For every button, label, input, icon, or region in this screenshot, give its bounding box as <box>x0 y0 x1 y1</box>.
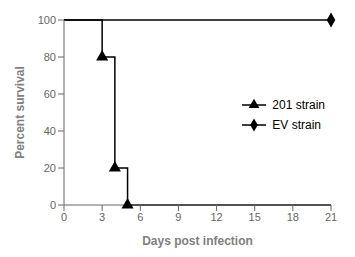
svg-text:60: 60 <box>44 88 56 100</box>
svg-text:15: 15 <box>249 211 261 223</box>
html-text:201 strain: 201 strain <box>272 98 325 112</box>
svg-text:12: 12 <box>210 211 222 223</box>
svg-text:6: 6 <box>137 211 143 223</box>
svg-text:Days post infection: Days post infection <box>142 234 253 248</box>
svg-text:9: 9 <box>175 211 181 223</box>
svg-text:0: 0 <box>50 199 56 211</box>
svg-text:20: 20 <box>44 162 56 174</box>
svg-text:100: 100 <box>38 14 56 26</box>
html-text:EV strain: EV strain <box>272 118 321 132</box>
svg-text:40: 40 <box>44 125 56 137</box>
svg-text:0: 0 <box>61 211 67 223</box>
svg-text:21: 21 <box>325 211 337 223</box>
svg-text:Percent survival: Percent survival <box>13 66 27 159</box>
svg-text:80: 80 <box>44 51 56 63</box>
svg-text:18: 18 <box>287 211 299 223</box>
svg-text:3: 3 <box>99 211 105 223</box>
